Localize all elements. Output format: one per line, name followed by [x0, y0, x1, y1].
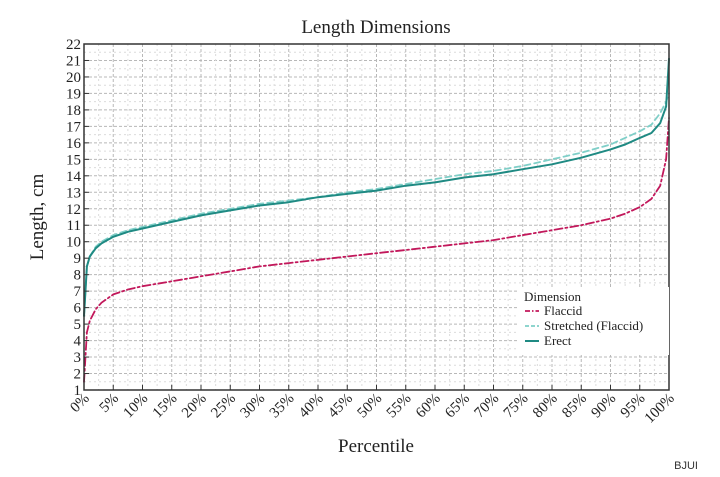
x-tick-label: 5%: [97, 391, 122, 416]
x-tick-label: 70%: [472, 391, 503, 422]
x-tick-label: 80%: [530, 391, 561, 422]
x-tick-label: 20%: [179, 391, 210, 422]
x-tick-label: 30%: [238, 391, 269, 422]
y-tick-label: 21: [66, 53, 81, 69]
y-tick-label: 16: [66, 136, 82, 152]
y-tick-label: 13: [66, 185, 81, 201]
y-tick-label: 12: [66, 202, 81, 218]
y-tick-label: 5: [74, 317, 82, 333]
y-tick-label: 14: [66, 169, 82, 185]
x-axis: 0% 5%10%15%20%25%30%35%40%45%50%55%60%65%…: [67, 385, 678, 427]
x-axis-label: Percentile: [338, 436, 414, 457]
x-tick-label: 60%: [413, 391, 444, 422]
y-tick-label: 4: [74, 334, 82, 350]
x-tick-label: 10%: [121, 391, 152, 422]
y-tick-label: 9: [74, 251, 82, 267]
legend-label: Flaccid: [544, 303, 583, 318]
x-tick-label: 45%: [325, 391, 356, 422]
y-tick-label: 15: [66, 152, 81, 168]
legend-label: Stretched (Flaccid): [544, 318, 643, 333]
x-tick-label: 90%: [589, 391, 620, 422]
y-tick-label: 7: [74, 284, 82, 300]
legend-label: Erect: [544, 333, 572, 348]
y-tick-label: 1: [74, 383, 82, 399]
x-tick-label: 35%: [267, 391, 298, 422]
series-line-erect: [83, 57, 670, 317]
x-tick-label: 75%: [501, 391, 532, 422]
y-tick-label: 11: [67, 218, 81, 234]
y-axis-label: Length, cm: [27, 174, 48, 261]
y-tick-label: 6: [74, 301, 82, 317]
y-tick-label: 19: [66, 86, 81, 102]
y-tick-label: 22: [66, 37, 81, 53]
series-lines: [83, 57, 670, 383]
y-tick-label: 3: [74, 350, 82, 366]
y-tick-label: 17: [66, 119, 82, 135]
series-line-flaccid: [83, 117, 670, 383]
chart-title: Length Dimensions: [301, 17, 450, 38]
x-tick-label: 50%: [355, 391, 386, 422]
y-tick-label: 10: [66, 235, 81, 251]
y-tick-label: 18: [66, 103, 81, 119]
x-tick-label: 15%: [150, 391, 181, 422]
y-tick-label: 2: [74, 367, 82, 383]
legend-title: Dimension: [524, 289, 582, 304]
x-tick-label: 85%: [559, 391, 590, 422]
legend-box: [518, 287, 669, 355]
y-tick-label: 20: [66, 70, 81, 86]
series-line-stretched-flaccid: [83, 92, 670, 317]
y-tick-label: 8: [74, 268, 82, 284]
x-tick-label: 55%: [384, 391, 415, 422]
credit-label: BJUI: [674, 460, 698, 472]
x-tick-label: 25%: [208, 391, 239, 422]
x-tick-label: 100%: [642, 391, 678, 427]
x-tick-label: 0%: [67, 391, 92, 416]
x-tick-label: 65%: [442, 391, 473, 422]
x-tick-label: 40%: [296, 391, 327, 422]
